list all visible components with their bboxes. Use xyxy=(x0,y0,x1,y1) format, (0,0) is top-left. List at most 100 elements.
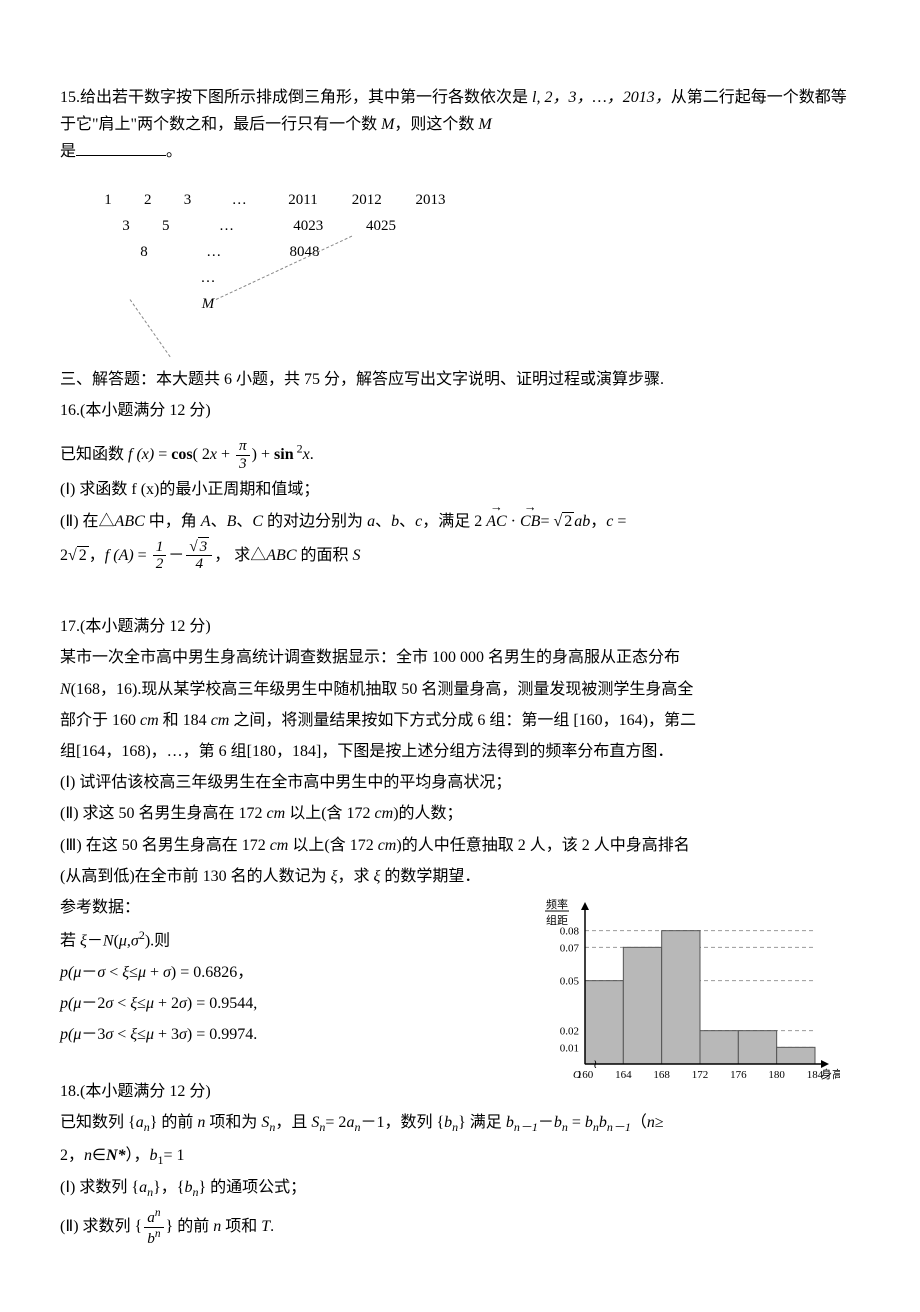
svg-text:160: 160 xyxy=(577,1069,594,1081)
t: ≥ xyxy=(655,1114,664,1131)
n: n xyxy=(213,1218,221,1235)
svg-text:176: 176 xyxy=(730,1069,747,1081)
t: －1，数列 { xyxy=(360,1114,444,1131)
tri-row-1: 1 2 3 … 2011 2012 2013 xyxy=(90,186,461,215)
q16-p2: (Ⅱ) 在△ABC 中，角 A、B、C 的对边分别为 a、b、c，满足 2 AC… xyxy=(60,508,860,535)
N: N xyxy=(103,932,114,949)
q15-d: 是 xyxy=(60,143,76,160)
t: } 的前 xyxy=(150,1114,198,1131)
t: 2， xyxy=(60,1147,84,1164)
q17-p1: 某市一次全市高中男生身高统计调查数据显示：全市 100 000 名男生的身高服从… xyxy=(60,644,860,671)
t: (168，16).现从某学校高三年级男生中随机抽取 50 名测量身高，测量发现被… xyxy=(71,681,694,698)
tri-c: … xyxy=(188,212,266,241)
t: < xyxy=(113,1026,130,1043)
t: － xyxy=(81,995,97,1012)
ab: ab xyxy=(574,513,590,530)
tri-c: 4023 xyxy=(269,212,347,241)
tri-c: 2 xyxy=(130,186,166,215)
t: ， xyxy=(89,547,105,564)
cm: cm xyxy=(378,837,397,854)
t: ) = 0.9544, xyxy=(187,995,257,1012)
a: a xyxy=(367,513,375,530)
t: － xyxy=(87,932,103,949)
t: ）， xyxy=(126,1147,150,1164)
t: ，且 xyxy=(275,1114,311,1131)
t: 的面积 xyxy=(296,547,352,564)
cos: cos xyxy=(171,446,192,463)
b: b xyxy=(150,1147,158,1164)
mu: μ xyxy=(146,995,154,1012)
t: = xyxy=(134,547,151,564)
t: p( xyxy=(60,995,73,1012)
n: n xyxy=(155,1228,161,1240)
tri-c: 2013 xyxy=(401,186,461,215)
q16-p1: (Ⅰ) 求函数 f (x)的最小正周期和值域； xyxy=(60,476,860,503)
t: = xyxy=(568,1114,585,1131)
T: T xyxy=(261,1218,270,1235)
dash-left xyxy=(130,299,171,357)
t: 项和为 xyxy=(205,1114,261,1131)
q16-line1: 已知函数 f (x) = cos( 2x + π3) + sin 2x. xyxy=(60,438,860,472)
svg-text:≀: ≀ xyxy=(593,1057,598,1071)
svg-text:0.05: 0.05 xyxy=(560,976,580,988)
svg-text:身高(cm): 身高(cm) xyxy=(821,1067,840,1081)
abc: ABC xyxy=(266,547,296,564)
t: － xyxy=(81,1026,97,1043)
q15-seq: l, 2，3，…，2013， xyxy=(528,89,671,106)
a: a xyxy=(136,1114,144,1131)
q17-i1: (Ⅰ) 试评估该校高三年级男生在全市高中男生中的平均身高状况； xyxy=(60,769,860,796)
vec-AC: AC xyxy=(486,508,506,535)
t: + xyxy=(154,995,171,1012)
t: 的对边分别为 xyxy=(263,513,367,530)
q18-i1: (Ⅰ) 求数列 {an}，{bn} 的通项公式； xyxy=(60,1174,860,1203)
tri-row-dots: … xyxy=(190,264,226,293)
q15-c: ，则这个数 xyxy=(394,116,478,133)
q15-a: 给出若干数字按下图所示排成倒三角形，其中第一行各数依次是 xyxy=(80,89,528,106)
t: 之间，将测量结果按如下方式分成 6 组：第一组 [160，164)，第二 xyxy=(229,712,696,729)
tri-c: 3 xyxy=(108,212,144,241)
cm: cm xyxy=(267,805,286,822)
section3-title: 三、解答题：本大题共 6 小题，共 75 分，解答应写出文字说明、证明过程或演算… xyxy=(60,366,860,393)
q17-i4: (从高到低)在全市前 130 名的人数记为 ξ，求 ξ 的数学期望． xyxy=(60,863,860,890)
svg-text:180: 180 xyxy=(768,1069,785,1081)
b: b xyxy=(444,1114,452,1131)
t: 已知函数 xyxy=(60,446,128,463)
q15-m2: M xyxy=(478,116,491,133)
t: (Ⅲ) 在这 50 名男生身高在 172 xyxy=(60,837,270,854)
C: C xyxy=(252,513,263,530)
tri-c: 8048 xyxy=(266,238,344,267)
A: A xyxy=(201,513,211,530)
d: 4 xyxy=(186,556,212,573)
t: 和 184 xyxy=(159,712,211,729)
tri-c: 1 xyxy=(90,186,126,215)
svg-text:频率: 频率 xyxy=(546,897,568,911)
t: = 2 xyxy=(325,1114,346,1131)
t: （ xyxy=(631,1114,647,1131)
q17-p2: N(168，16).现从某学校高三年级男生中随机抽取 50 名测量身高，测量发现… xyxy=(60,676,860,703)
svg-text:0.07: 0.07 xyxy=(560,942,580,954)
t: 2 xyxy=(60,547,68,564)
tri-c: 5 xyxy=(148,212,184,241)
q15-text: 15.给出若干数字按下图所示排成倒三角形，其中第一行各数依次是 l, 2，3，…… xyxy=(60,84,860,166)
svg-text:0.01: 0.01 xyxy=(560,1042,579,1054)
tri-c: 4025 xyxy=(351,212,411,241)
q15-e: 。 xyxy=(166,143,182,160)
xi: ξ xyxy=(331,868,338,885)
t: = xyxy=(540,513,553,530)
nm1: n－1 xyxy=(607,1121,631,1135)
xi: ξ xyxy=(80,932,87,949)
t: ( 2 xyxy=(193,446,210,463)
Nstar: N* xyxy=(106,1147,126,1164)
t: ，求 xyxy=(338,868,374,885)
t: － xyxy=(168,547,184,564)
q17-i3: (Ⅲ) 在这 50 名男生身高在 172 cm 以上(含 172 cm)的人中任… xyxy=(60,832,860,859)
t: 2 xyxy=(171,995,179,1012)
t: 3 xyxy=(171,1026,179,1043)
mu: μ xyxy=(138,964,146,981)
fA: f (A) xyxy=(105,547,134,564)
t: }，{ xyxy=(153,1179,184,1196)
vec-CB: CB xyxy=(520,508,540,535)
b: b xyxy=(391,513,399,530)
t: 以上(含 172 xyxy=(285,805,374,822)
tri-row-2: 3 5 … 4023 4025 xyxy=(108,212,411,241)
